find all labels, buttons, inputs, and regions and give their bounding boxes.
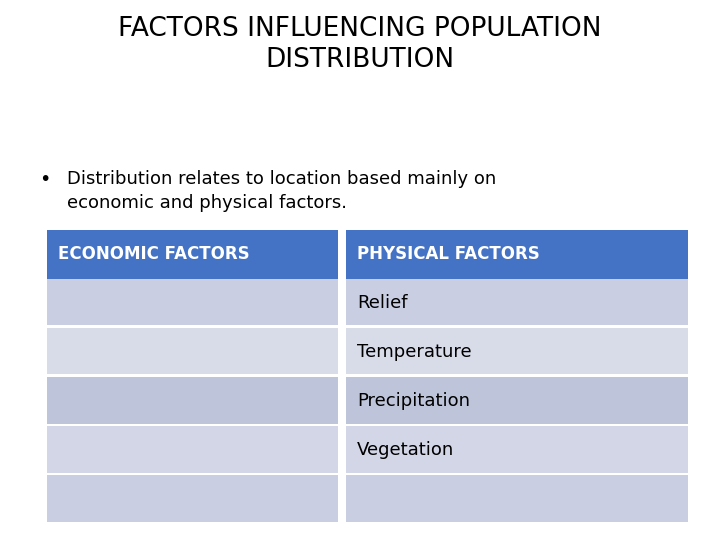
Text: Relief: Relief bbox=[357, 294, 408, 312]
Bar bbox=[346, 475, 688, 522]
Bar bbox=[47, 279, 338, 326]
Bar bbox=[346, 230, 688, 279]
Text: PHYSICAL FACTORS: PHYSICAL FACTORS bbox=[357, 245, 540, 263]
Bar bbox=[47, 328, 338, 375]
Text: ECONOMIC FACTORS: ECONOMIC FACTORS bbox=[58, 245, 249, 263]
Text: FACTORS INFLUENCING POPULATION
DISTRIBUTION: FACTORS INFLUENCING POPULATION DISTRIBUT… bbox=[118, 16, 602, 73]
Bar bbox=[346, 328, 688, 375]
Text: Temperature: Temperature bbox=[357, 343, 472, 361]
Bar bbox=[47, 377, 338, 423]
Bar bbox=[346, 279, 688, 326]
Bar bbox=[346, 377, 688, 423]
Bar bbox=[47, 475, 338, 522]
Bar bbox=[346, 426, 688, 472]
Bar bbox=[47, 426, 338, 472]
Text: Vegetation: Vegetation bbox=[357, 441, 454, 459]
Text: Distribution relates to location based mainly on
economic and physical factors.: Distribution relates to location based m… bbox=[67, 170, 496, 212]
Bar bbox=[47, 230, 338, 279]
Text: Precipitation: Precipitation bbox=[357, 392, 470, 410]
Text: •: • bbox=[40, 170, 51, 189]
